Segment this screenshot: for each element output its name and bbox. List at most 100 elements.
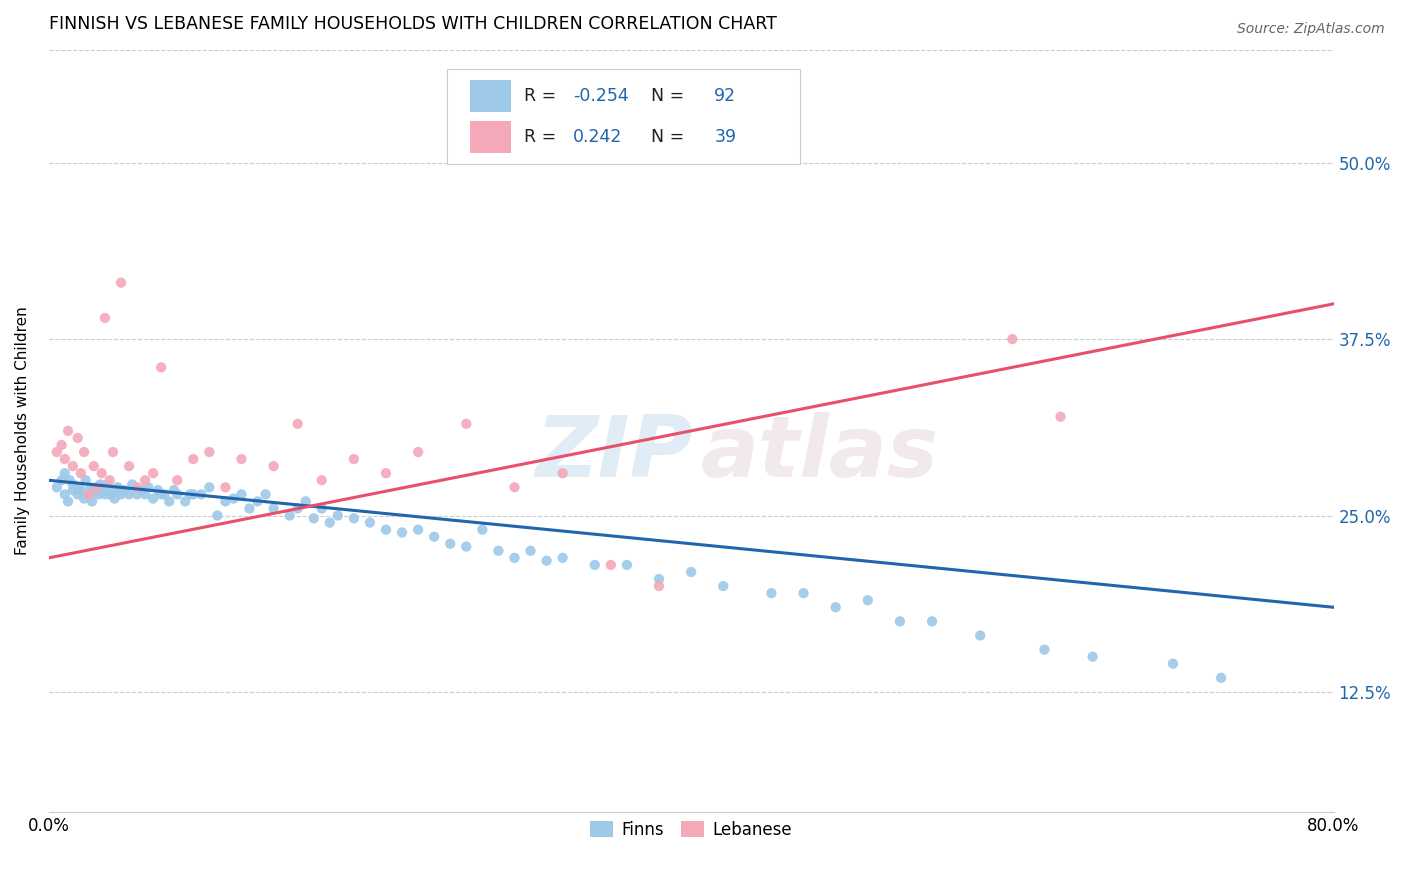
Point	[583, 558, 606, 572]
Point	[287, 417, 309, 431]
Point	[319, 516, 342, 530]
Point	[648, 572, 671, 586]
Point	[70, 483, 93, 497]
Point	[134, 473, 156, 487]
Point	[86, 480, 108, 494]
Point	[263, 501, 285, 516]
Point	[198, 445, 221, 459]
Point	[45, 445, 67, 459]
Point	[519, 543, 541, 558]
Point	[856, 593, 879, 607]
Point	[375, 523, 398, 537]
Point	[1049, 409, 1071, 424]
Point	[77, 487, 100, 501]
Point	[246, 494, 269, 508]
Point	[1209, 671, 1232, 685]
Point	[343, 511, 366, 525]
Point	[761, 586, 783, 600]
Point	[439, 537, 461, 551]
Point	[294, 494, 316, 508]
Point	[599, 558, 621, 572]
Point	[118, 487, 141, 501]
Point	[153, 487, 176, 501]
Point	[98, 473, 121, 487]
Point	[391, 525, 413, 540]
Point	[231, 452, 253, 467]
Point	[70, 466, 93, 480]
Point	[166, 473, 188, 487]
Point	[73, 445, 96, 459]
Y-axis label: Family Households with Children: Family Households with Children	[15, 307, 30, 555]
Point	[83, 483, 105, 497]
Point	[94, 310, 117, 325]
Text: ZIP: ZIP	[536, 412, 693, 495]
Point	[181, 487, 204, 501]
Point	[207, 508, 229, 523]
Point	[503, 480, 526, 494]
Point	[77, 487, 100, 501]
Point	[150, 487, 173, 501]
Point	[551, 550, 574, 565]
Point	[181, 452, 204, 467]
Point	[90, 466, 112, 480]
Point	[824, 600, 846, 615]
Point	[889, 615, 911, 629]
Point	[62, 459, 84, 474]
Point	[82, 494, 104, 508]
Point	[456, 540, 478, 554]
Text: 92: 92	[714, 87, 737, 105]
Point	[343, 452, 366, 467]
Point	[1081, 649, 1104, 664]
Legend: Finns, Lebanese: Finns, Lebanese	[583, 814, 799, 846]
Point	[53, 487, 76, 501]
Text: 0.242: 0.242	[572, 128, 623, 145]
Point	[104, 491, 127, 506]
Point	[163, 483, 186, 497]
Point	[118, 459, 141, 474]
Point	[53, 452, 76, 467]
FancyBboxPatch shape	[447, 69, 800, 164]
Point	[456, 417, 478, 431]
Text: atlas: atlas	[700, 412, 939, 495]
Point	[326, 508, 349, 523]
Point	[125, 480, 148, 494]
Point	[166, 487, 188, 501]
Point	[59, 473, 82, 487]
FancyBboxPatch shape	[470, 80, 512, 112]
Point	[67, 480, 90, 494]
Text: R =: R =	[524, 128, 568, 145]
Point	[1001, 332, 1024, 346]
Point	[157, 494, 180, 508]
Point	[486, 543, 509, 558]
Point	[681, 565, 703, 579]
Point	[263, 459, 285, 474]
Point	[222, 491, 245, 506]
Point	[56, 424, 79, 438]
Point	[110, 276, 132, 290]
Point	[142, 491, 165, 506]
Point	[96, 477, 118, 491]
Point	[79, 480, 101, 494]
Point	[150, 360, 173, 375]
Point	[471, 523, 494, 537]
Point	[66, 487, 89, 501]
Point	[125, 487, 148, 501]
Point	[110, 487, 132, 501]
Point	[53, 466, 76, 480]
Point	[969, 628, 991, 642]
Text: Source: ZipAtlas.com: Source: ZipAtlas.com	[1237, 22, 1385, 37]
Text: 39: 39	[714, 128, 737, 145]
Point	[101, 483, 124, 497]
Point	[214, 480, 236, 494]
Text: -0.254: -0.254	[572, 87, 628, 105]
Point	[536, 554, 558, 568]
Point	[51, 473, 73, 487]
Point	[136, 480, 159, 494]
Point	[62, 477, 84, 491]
Point	[142, 466, 165, 480]
Point	[921, 615, 943, 629]
Point	[112, 483, 135, 497]
Point	[56, 494, 79, 508]
Point	[711, 579, 734, 593]
Point	[616, 558, 638, 572]
